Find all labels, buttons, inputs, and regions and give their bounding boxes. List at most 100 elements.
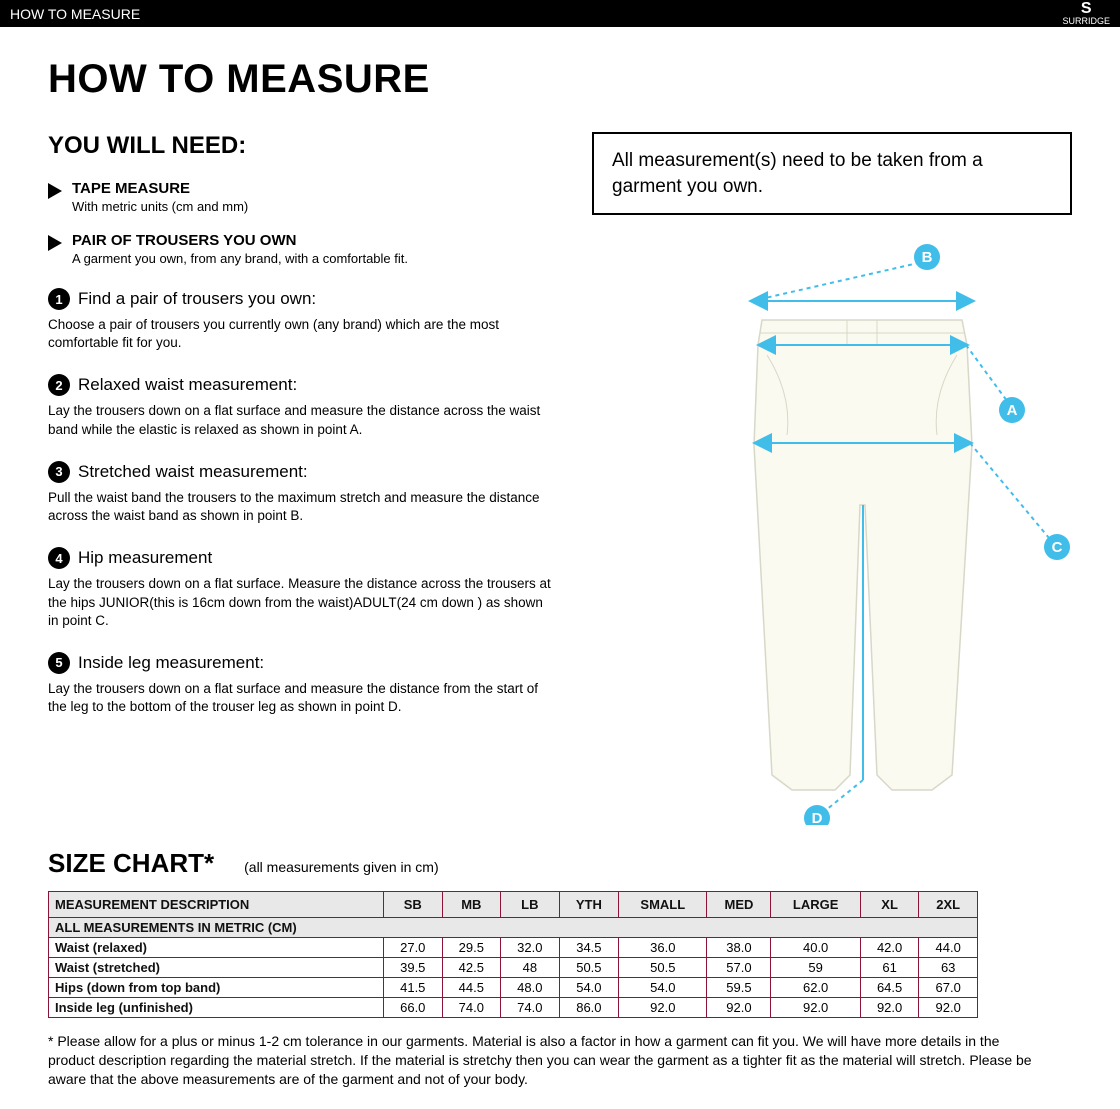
step: 3 Stretched waist measurement: Pull the wa… (48, 461, 552, 525)
marker-b-label: B (922, 249, 933, 266)
row-desc: Inside leg (unfinished) (49, 998, 384, 1018)
size-chart-title: SIZE CHART* (48, 848, 214, 879)
step-head: 2Relaxed waist measurement: (48, 374, 552, 396)
cell: 64.5 (860, 978, 919, 998)
cell: 39.5 (384, 958, 443, 978)
cell: 67.0 (919, 978, 978, 998)
marker-a-label: A (1007, 402, 1018, 419)
size-chart-subtitle: (all measurements given in cm) (244, 859, 439, 875)
col-header: LARGE (771, 892, 860, 918)
note-box: All measurement(s) need to be taken from… (592, 132, 1072, 215)
step: 1 Find a pair of trousers you own: Choose … (48, 288, 552, 352)
cell: 54.0 (559, 978, 619, 998)
need-sub: A garment you own, from any brand, with … (72, 251, 408, 266)
step-head: 3 Stretched waist measurement: (48, 461, 552, 483)
cell: 92.0 (771, 998, 860, 1018)
cell: 50.5 (619, 958, 707, 978)
top-bar: HOW TO MEASURE S SURRIDGE (0, 0, 1120, 27)
content: HOW TO MEASURE YOU WILL NEED: TAPE MEASU… (0, 27, 1120, 1109)
need-item: PAIR OF TROUSERS YOU OWN A garment you o… (48, 232, 552, 266)
page-title: HOW TO MEASURE (48, 57, 1072, 102)
size-chart-table: MEASUREMENT DESCRIPTION SB MB LB YTH SMA… (48, 891, 978, 1018)
col-header: 2XL (919, 892, 978, 918)
need-sub: With metric units (cm and mm) (72, 199, 248, 214)
step-number: 2 (48, 374, 70, 396)
marker-c-label: C (1052, 539, 1063, 556)
table-row: Inside leg (unfinished)66.074.074.086.09… (49, 998, 978, 1018)
cell: 48 (501, 958, 560, 978)
cell: 63 (919, 958, 978, 978)
col-header: SMALL (619, 892, 707, 918)
step-number: 3 (48, 461, 70, 483)
cell: 57.0 (707, 958, 771, 978)
cell: 27.0 (384, 938, 443, 958)
table-row: Hips (down from top band)41.544.548.054.… (49, 978, 978, 998)
step-number: 1 (48, 288, 70, 310)
step-title: Hip measurement (78, 548, 212, 568)
cell: 50.5 (559, 958, 619, 978)
table-subheader-row: ALL MEASUREMENTS IN METRIC (CM) (49, 918, 978, 938)
cell: 66.0 (384, 998, 443, 1018)
cell: 40.0 (771, 938, 860, 958)
cell: 32.0 (501, 938, 560, 958)
you-will-need-title: YOU WILL NEED: (48, 132, 552, 160)
cell: 59.5 (707, 978, 771, 998)
need-item: TAPE MEASURE With metric units (cm and m… (48, 180, 552, 214)
step-title: Inside leg measurement: (78, 653, 264, 673)
left-column: YOU WILL NEED: TAPE MEASURE With metric … (48, 132, 552, 830)
col-header: XL (860, 892, 919, 918)
step: 4 Hip measurement Lay the trousers down on… (48, 547, 552, 630)
step-title: Stretched waist measurement: (78, 462, 308, 482)
col-header: YTH (559, 892, 619, 918)
marker-d-label: D (812, 810, 823, 825)
cell: 41.5 (384, 978, 443, 998)
step: 2Relaxed waist measurement:Lay the trous… (48, 374, 552, 438)
col-header: SB (384, 892, 443, 918)
cell: 74.0 (501, 998, 560, 1018)
cell: 92.0 (707, 998, 771, 1018)
row-desc: Waist (relaxed) (49, 938, 384, 958)
cell: 34.5 (559, 938, 619, 958)
col-header: MB (442, 892, 501, 918)
bullet-triangle-icon (48, 235, 62, 251)
two-column-layout: YOU WILL NEED: TAPE MEASURE With metric … (48, 132, 1072, 830)
step-body: Lay the trousers down on a flat surface … (48, 680, 552, 716)
step-title: Find a pair of trousers you own: (78, 289, 316, 309)
cell: 38.0 (707, 938, 771, 958)
brand-label: SURRIDGE (1062, 16, 1110, 26)
cell: 44.0 (919, 938, 978, 958)
brand-logo-icon: S (1062, 1, 1110, 17)
row-desc: Waist (stretched) (49, 958, 384, 978)
desc-header: MEASUREMENT DESCRIPTION (49, 892, 384, 918)
table-header-row: MEASUREMENT DESCRIPTION SB MB LB YTH SMA… (49, 892, 978, 918)
cell: 61 (860, 958, 919, 978)
col-header: LB (501, 892, 560, 918)
cell: 42.5 (442, 958, 501, 978)
step: 5 Inside leg measurement: Lay the trousers… (48, 652, 552, 716)
cell: 29.5 (442, 938, 501, 958)
size-chart-header: SIZE CHART* (all measurements given in c… (48, 848, 1072, 879)
cell: 62.0 (771, 978, 860, 998)
step-body: Choose a pair of trousers you currently … (48, 316, 552, 352)
brand-logo: S SURRIDGE (1062, 1, 1110, 26)
need-title: PAIR OF TROUSERS YOU OWN (72, 232, 408, 249)
cell: 92.0 (919, 998, 978, 1018)
step-number: 4 (48, 547, 70, 569)
cell: 86.0 (559, 998, 619, 1018)
row-desc: Hips (down from top band) (49, 978, 384, 998)
topbar-title: HOW TO MEASURE (10, 6, 140, 22)
step-number: 5 (48, 652, 70, 674)
right-column: All measurement(s) need to be taken from… (592, 132, 1072, 830)
cell: 42.0 (860, 938, 919, 958)
cell: 54.0 (619, 978, 707, 998)
step-head: 5 Inside leg measurement: (48, 652, 552, 674)
step-body: Lay the trousers down on a flat surface.… (48, 575, 552, 630)
subheader-cell: ALL MEASUREMENTS IN METRIC (CM) (49, 918, 978, 938)
table-row: Waist (relaxed)27.029.532.034.536.038.04… (49, 938, 978, 958)
cell: 44.5 (442, 978, 501, 998)
step-body: Pull the waist band the trousers to the … (48, 489, 552, 525)
cell: 48.0 (501, 978, 560, 998)
bullet-triangle-icon (48, 183, 62, 199)
trouser-diagram: B A C D (592, 235, 1072, 825)
col-header: MED (707, 892, 771, 918)
